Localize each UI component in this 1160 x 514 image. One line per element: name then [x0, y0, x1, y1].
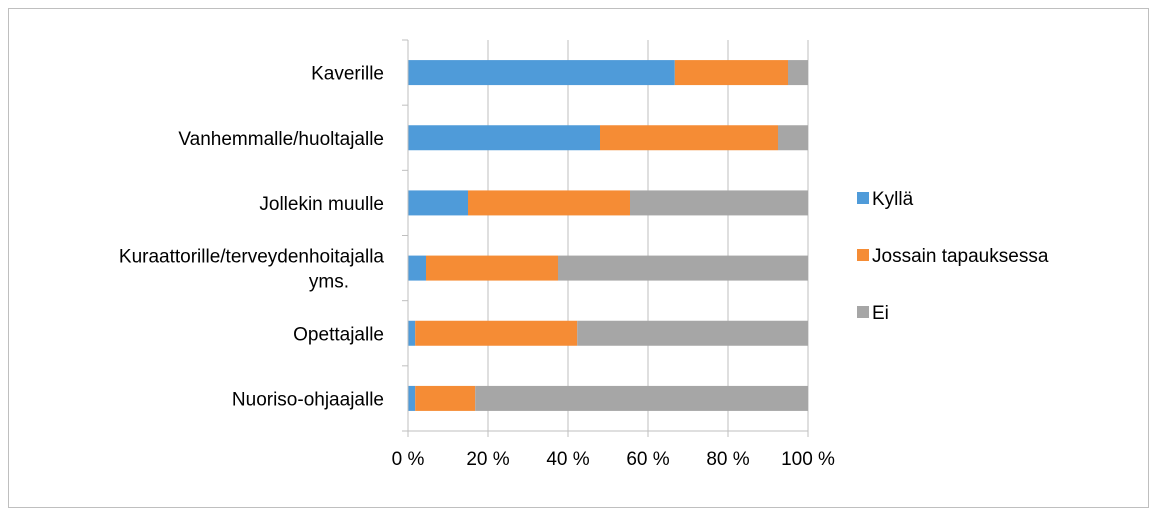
category-label: Kaverille — [311, 64, 384, 85]
gridlines — [487, 40, 809, 431]
x-tick-label: 40 % — [546, 449, 589, 470]
bar-kuraattorille-terveydenhoitajalla-yms-ei — [558, 255, 808, 281]
axes — [402, 39, 809, 437]
legend-label-ei: Ei — [872, 303, 889, 324]
legend-swatch-kylla — [857, 192, 869, 204]
bar-vanhemmalle-huoltajalle-jossain-tapauksessa — [600, 125, 778, 151]
bar-nuoriso-ohjaajalle-jossain-tapauksessa — [415, 385, 476, 411]
category-label: Vanhemmalle/huoltajalle — [178, 129, 384, 150]
bar-nuoriso-ohjaajalle-kylla — [408, 385, 416, 411]
legend-label-jossain-tapauksessa: Jossain tapauksessa — [872, 246, 1049, 267]
bar-vanhemmalle-huoltajalle-ei — [778, 125, 808, 151]
stacked-bar-chart: Kaverille Vanhemmalle/huoltajalle Jollekin… — [119, 39, 1049, 470]
bar-kaverille-ei — [788, 60, 808, 86]
x-tick-label: 80 % — [706, 449, 749, 470]
x-tick-labels: 0 % 20 % 40 % 60 % 80 % 100 % — [392, 449, 835, 470]
bar-jollekin-muulle-jossain-tapauksessa — [468, 190, 630, 216]
x-tick-label: 60 % — [626, 449, 669, 470]
category-label: Kuraattorille/terveydenhoitajalla yms. — [119, 247, 385, 293]
bar-opettajalle-ei — [577, 320, 808, 346]
bar-jollekin-muulle-kylla — [408, 190, 468, 216]
x-tick-label: 20 % — [466, 449, 509, 470]
bar-kuraattorille-terveydenhoitajalla-yms-jossain-tapauksessa — [426, 255, 558, 281]
category-label: Nuoriso-ohjaajalle — [232, 389, 384, 410]
legend: Kyllä Jossain tapauksessa Ei — [857, 189, 1049, 324]
category-labels: Kaverille Vanhemmalle/huoltajalle Jollekin… — [119, 64, 385, 411]
x-tick-label: 0 % — [392, 449, 425, 470]
x-tick-label: 100 % — [781, 449, 835, 470]
bar-nuoriso-ohjaajalle-ei — [475, 385, 808, 411]
bar-kaverille-jossain-tapauksessa — [674, 60, 788, 86]
bar-kaverille-kylla — [408, 60, 675, 86]
bar-vanhemmalle-huoltajalle-kylla — [408, 125, 600, 151]
legend-swatch-jossain-tapauksessa — [857, 249, 869, 261]
bars — [408, 60, 808, 411]
bar-kuraattorille-terveydenhoitajalla-yms-kylla — [408, 255, 426, 281]
category-label: Opettajalle — [293, 324, 384, 345]
legend-swatch-ei — [857, 306, 869, 318]
legend-label-kylla: Kyllä — [872, 189, 914, 210]
bar-jollekin-muulle-ei — [630, 190, 808, 216]
bar-opettajalle-jossain-tapauksessa — [415, 320, 578, 346]
bar-opettajalle-kylla — [408, 320, 416, 346]
category-label: Jollekin muulle — [259, 194, 384, 215]
chart-frame: Kaverille Vanhemmalle/huoltajalle Jollekin… — [8, 8, 1149, 508]
